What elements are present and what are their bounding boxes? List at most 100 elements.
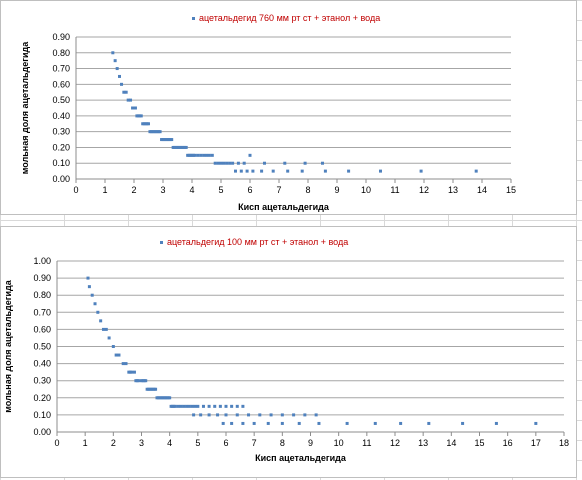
legend-marker — [160, 241, 163, 244]
y-tick-label: 0.20 — [33, 393, 51, 403]
x-tick-label: 18 — [559, 438, 569, 448]
x-tick-label: 14 — [446, 438, 456, 448]
data-point — [271, 169, 275, 173]
data-point — [210, 153, 214, 157]
x-tick-label: 8 — [305, 185, 310, 195]
x-tick-label: 3 — [139, 438, 144, 448]
data-point — [248, 153, 252, 157]
data-point — [158, 130, 162, 134]
data-point — [235, 413, 239, 417]
x-axis-title: Кисп ацетальдегида — [238, 202, 330, 212]
data-point — [221, 421, 225, 425]
data-point — [241, 404, 245, 408]
data-point — [216, 413, 220, 417]
legend-marker — [192, 17, 195, 20]
data-point — [187, 404, 191, 408]
data-point — [90, 293, 94, 297]
chart-100-mmhg[interactable]: 0.00 0.10 0.20 0.30 0.40 0.50 0.60 0.70 0.80 0.90… — [0, 226, 577, 478]
data-point — [168, 396, 172, 400]
data-point — [196, 153, 200, 157]
data-point — [225, 161, 229, 165]
x-tick-label: 17 — [531, 438, 541, 448]
y-tick-label: 0.60 — [33, 324, 51, 334]
x-axis-title: Кисп ацетальдегида — [255, 453, 347, 463]
data-point — [242, 161, 246, 165]
data-point — [199, 153, 203, 157]
data-point — [144, 379, 148, 383]
data-point — [99, 319, 103, 323]
x-tick-label: 11 — [362, 438, 371, 448]
data-point — [224, 413, 228, 417]
data-point — [286, 169, 290, 173]
data-point — [130, 370, 134, 374]
data-point — [317, 421, 321, 425]
data-point — [170, 138, 174, 142]
data-point — [185, 404, 189, 408]
data-point — [345, 421, 349, 425]
y-tick-label: 0.40 — [52, 111, 70, 121]
data-point — [228, 161, 232, 165]
x-tick-label: 5 — [218, 185, 223, 195]
data-point — [124, 90, 128, 94]
x-tick-label: 12 — [390, 438, 400, 448]
data-point — [419, 169, 423, 173]
data-point — [280, 421, 284, 425]
data-point — [297, 421, 301, 425]
x-tick-label: 13 — [418, 438, 428, 448]
data-point — [461, 421, 465, 425]
y-tick-label: 0.30 — [52, 127, 70, 137]
x-tick-label: 13 — [448, 185, 458, 195]
data-point — [132, 370, 136, 374]
y-tick-label: 0.00 — [52, 174, 70, 184]
data-point — [179, 404, 183, 408]
x-tick-label: 16 — [503, 438, 513, 448]
data-point — [266, 421, 270, 425]
data-point — [207, 404, 211, 408]
data-point — [114, 353, 118, 357]
x-tick-label: 10 — [334, 438, 344, 448]
y-tick-label: 1.00 — [33, 256, 51, 266]
data-point — [133, 106, 137, 110]
chart-760-mmhg[interactable]: 0.00 0.10 0.20 0.30 0.40 0.50 0.60 0.70 0.80 0.90… — [0, 0, 577, 215]
x-tick-label: 7 — [252, 438, 257, 448]
x-tick-label: 4 — [167, 438, 172, 448]
x-tick-label: 6 — [223, 438, 228, 448]
x-tick-label: 4 — [189, 185, 194, 195]
data-point — [494, 421, 498, 425]
data-point — [399, 421, 403, 425]
data-point — [474, 169, 478, 173]
data-point — [137, 379, 141, 383]
data-point — [121, 362, 125, 366]
y-tick-label: 0.10 — [52, 158, 70, 168]
data-point — [534, 421, 538, 425]
data-point — [207, 413, 211, 417]
y-tick-label: 0.30 — [33, 376, 51, 386]
data-point — [321, 161, 324, 165]
y-tick-label: 0.00 — [33, 427, 51, 437]
data-point — [205, 153, 208, 157]
data-point — [314, 413, 318, 417]
data-point — [113, 59, 117, 63]
x-tick-label: 1 — [102, 185, 107, 195]
data-point — [120, 82, 124, 86]
data-point — [245, 169, 249, 173]
data-point — [235, 404, 239, 408]
data-point — [222, 161, 226, 165]
x-tick-label: 3 — [160, 185, 165, 195]
x-tick-label: 7 — [276, 185, 281, 195]
data-point — [303, 161, 307, 165]
x-tick-label: 8 — [280, 438, 285, 448]
y-tick-label: 0.20 — [52, 142, 70, 152]
data-point — [201, 404, 205, 408]
x-tick-label: 9 — [334, 185, 339, 195]
data-point — [252, 421, 256, 425]
x-tick-label: 1 — [83, 438, 88, 448]
data-point — [247, 413, 251, 417]
data-point — [139, 114, 143, 118]
chart-100-svg: 0.00 0.10 0.20 0.30 0.40 0.50 0.60 0.70 0.80 0.90… — [3, 237, 569, 463]
data-point — [190, 404, 194, 408]
data-point — [213, 404, 217, 408]
data-point — [373, 421, 377, 425]
data-point — [263, 161, 266, 165]
data-point — [239, 169, 243, 173]
